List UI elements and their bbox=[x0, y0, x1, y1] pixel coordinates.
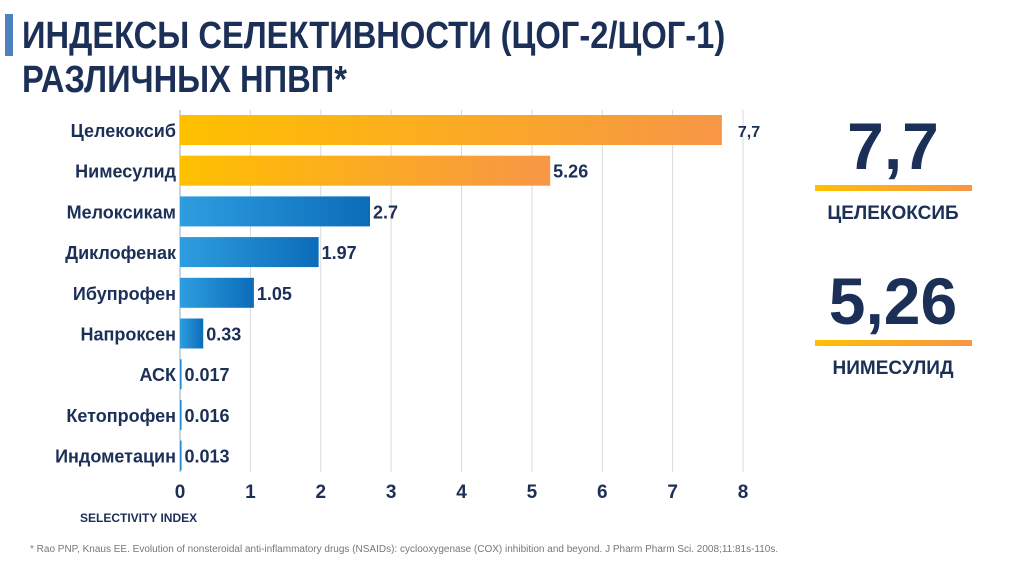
highlight-value: 7,7 bbox=[847, 109, 939, 183]
data-label: 5.26 bbox=[553, 162, 588, 182]
x-axis-label: SELECTIVITY INDEX bbox=[80, 511, 197, 525]
highlight-label: ЦЕЛЕКОКСИБ bbox=[827, 203, 959, 224]
highlight-value: 5,26 bbox=[828, 264, 958, 338]
x-tick-label: 4 bbox=[456, 482, 467, 503]
category-label: Ибупрофен bbox=[73, 284, 176, 304]
data-label: 0.016 bbox=[185, 406, 230, 426]
x-tick-label: 6 bbox=[597, 482, 608, 503]
bar bbox=[180, 237, 319, 268]
x-tick-label: 3 bbox=[386, 482, 397, 503]
category-label: Мелоксикам bbox=[67, 202, 176, 222]
data-label: 0.017 bbox=[185, 365, 230, 385]
bar bbox=[180, 155, 551, 186]
x-tick-label: 0 bbox=[175, 482, 186, 503]
data-label: 2.7 bbox=[373, 202, 398, 222]
bar bbox=[180, 399, 182, 430]
x-tick-label: 8 bbox=[738, 482, 749, 503]
x-tick-label: 2 bbox=[315, 482, 326, 503]
category-label: Диклофенак bbox=[65, 243, 177, 263]
bar bbox=[180, 318, 204, 349]
highlight-nimesulide: 5,26 bbox=[808, 263, 978, 339]
highlight-divider bbox=[815, 185, 972, 191]
bar bbox=[180, 359, 182, 390]
data-label: 0.013 bbox=[185, 447, 230, 467]
bar bbox=[180, 115, 722, 145]
highlight-label: НИМЕСУЛИД bbox=[832, 358, 954, 379]
footnote: * Rao PNP, Knaus EE. Evolution of nonste… bbox=[30, 544, 779, 555]
category-label: Кетопрофен bbox=[66, 406, 176, 426]
bar bbox=[180, 440, 182, 471]
x-tick-label: 7 bbox=[667, 482, 678, 503]
bar bbox=[180, 196, 371, 227]
category-label: АСК bbox=[139, 365, 177, 385]
data-label: 1.05 bbox=[257, 284, 292, 304]
category-label: Целекоксиб bbox=[71, 121, 176, 141]
category-label: Индометацин bbox=[55, 447, 176, 467]
data-label: 0.33 bbox=[206, 325, 241, 345]
highlight-divider bbox=[815, 340, 972, 346]
data-label: 1.97 bbox=[322, 243, 357, 263]
x-tick-label: 5 bbox=[527, 482, 538, 503]
data-label: 7,7 bbox=[738, 124, 760, 141]
highlight-celecoxib: 7,7 bbox=[808, 108, 978, 184]
x-tick-label: 1 bbox=[245, 482, 256, 503]
category-label: Нимесулид bbox=[75, 162, 176, 182]
page-title: ИНДЕКСЫ СЕЛЕКТИВНОСТИ (ЦОГ-2/ЦОГ-1) РАЗЛ… bbox=[22, 15, 726, 101]
category-label: Напроксен bbox=[80, 325, 176, 345]
bar bbox=[180, 277, 254, 308]
title-accent-bar bbox=[5, 14, 13, 56]
